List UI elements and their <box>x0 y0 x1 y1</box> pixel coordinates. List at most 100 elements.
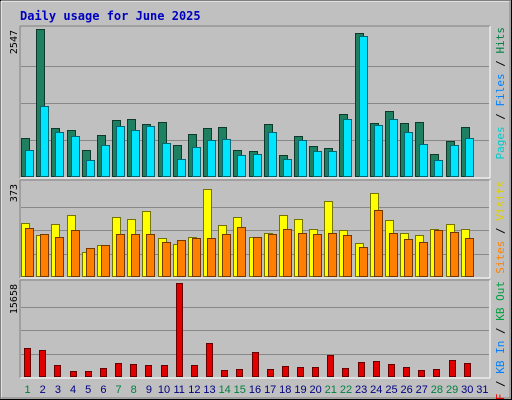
bar-kbytes-day-18 <box>282 366 289 377</box>
bar-sites-day-11 <box>177 240 186 277</box>
bar-kbytes-day-13 <box>206 343 213 377</box>
bar-kbytes-day-19 <box>297 367 304 377</box>
legend-entry: KB F <box>494 394 507 400</box>
legend-entry: KB Out <box>494 281 507 327</box>
y-max-label-middle: 373 <box>9 184 20 202</box>
x-tick-label-day-23: 23 <box>355 384 367 396</box>
bar-kbytes-day-14 <box>221 370 228 377</box>
bar-files-day-18 <box>283 159 292 177</box>
legend-entry: Pages <box>494 126 507 159</box>
bar-sites-day-13 <box>207 238 216 277</box>
bar-sites-day-16 <box>253 237 262 277</box>
legend-entry: KB In <box>494 341 507 381</box>
bar-kbytes-day-29 <box>449 360 456 377</box>
bar-kbytes-day-25 <box>388 364 395 377</box>
bar-sites-day-29 <box>450 232 459 277</box>
bar-files-day-29 <box>450 145 459 177</box>
bar-kbytes-day-15 <box>236 369 243 377</box>
legend-bottom: KB F / KB In / KB Out <box>494 281 507 400</box>
panel-bottom: 15658 KB F / KB In / KB Out <box>9 279 507 400</box>
x-tick-label-day-9: 9 <box>146 384 152 396</box>
x-tick-label-day-30: 30 <box>461 384 473 396</box>
bar-sites-day-1 <box>25 228 34 277</box>
bar-sites-day-12 <box>192 238 201 277</box>
bar-sites-day-18 <box>283 229 292 277</box>
y-max-label-top: 2547 <box>9 30 20 54</box>
x-tick-label-day-2: 2 <box>40 384 46 396</box>
x-tick-label-day-13: 13 <box>203 384 215 396</box>
bar-files-day-3 <box>55 132 64 177</box>
bar-files-day-26 <box>404 132 413 177</box>
x-tick-label-day-26: 26 <box>400 384 412 396</box>
bar-files-day-20 <box>313 151 322 177</box>
legend-entry: / <box>494 327 507 340</box>
bar-kbytes-day-23 <box>358 362 365 377</box>
bar-files-day-27 <box>419 144 428 177</box>
x-tick-label-day-5: 5 <box>85 384 91 396</box>
x-tick-label-day-3: 3 <box>55 384 61 396</box>
legend-top: Pages / Files / Hits <box>494 27 507 160</box>
bar-sites-day-28 <box>434 230 443 277</box>
bar-sites-day-5 <box>86 248 95 277</box>
bar-files-day-21 <box>328 151 337 177</box>
bar-files-day-13 <box>207 140 216 177</box>
x-tick-label-day-18: 18 <box>279 384 291 396</box>
legend-entry: Hits <box>494 27 507 60</box>
legend-entry: Files <box>494 73 507 113</box>
bar-sites-day-30 <box>465 238 474 277</box>
bar-files-day-4 <box>71 136 80 177</box>
y-max-label-bottom: 15658 <box>9 284 20 314</box>
bar-files-day-22 <box>343 119 352 177</box>
x-tick-label-day-24: 24 <box>370 384 382 396</box>
bar-kbytes-day-9 <box>145 365 152 377</box>
bar-files-day-1 <box>25 150 34 177</box>
bar-kbytes-day-26 <box>403 367 410 377</box>
bar-sites-day-21 <box>328 233 337 277</box>
x-tick-label-day-21: 21 <box>325 384 337 396</box>
bar-kbytes-day-4 <box>70 371 77 377</box>
bar-kbytes-day-7 <box>115 363 122 377</box>
x-tick-label-day-19: 19 <box>294 384 306 396</box>
bar-kbytes-day-22 <box>342 368 349 377</box>
bar-kbytes-day-20 <box>312 367 319 377</box>
bar-kbytes-day-3 <box>54 365 61 377</box>
x-tick-label-day-14: 14 <box>219 384 231 396</box>
bar-sites-day-14 <box>222 234 231 277</box>
x-tick-label-day-20: 20 <box>309 384 321 396</box>
bar-files-day-16 <box>253 154 262 177</box>
legend-entry: / <box>494 380 507 393</box>
x-tick-label-day-31: 31 <box>476 384 488 396</box>
bar-files-day-24 <box>374 125 383 177</box>
bar-files-day-5 <box>86 160 95 177</box>
bar-files-day-6 <box>101 145 110 177</box>
bar-sites-day-8 <box>131 234 140 277</box>
bar-sites-day-25 <box>389 233 398 277</box>
x-tick-label-day-12: 12 <box>188 384 200 396</box>
bar-sites-day-26 <box>404 239 413 277</box>
panel-middle: 373 Sites / Visits <box>9 179 507 279</box>
bar-files-day-7 <box>116 126 125 177</box>
bar-kbytes-day-28 <box>433 369 440 377</box>
bar-sites-day-22 <box>343 235 352 277</box>
x-tick-label-day-10: 10 <box>158 384 170 396</box>
panel-top: 2547 Pages / Files / Hits <box>9 25 507 179</box>
bar-files-day-11 <box>177 159 186 177</box>
bar-kbytes-day-12 <box>191 365 198 377</box>
bar-kbytes-day-2 <box>39 350 46 377</box>
bar-kbytes-day-8 <box>130 364 137 377</box>
bar-sites-day-27 <box>419 242 428 277</box>
bar-files-day-23 <box>359 36 368 177</box>
legend-entry: / <box>494 60 507 73</box>
legend-entry: / <box>494 113 507 126</box>
bar-kbytes-day-16 <box>252 352 259 377</box>
bar-sites-day-23 <box>359 247 368 277</box>
bar-kbytes-day-10 <box>161 365 168 377</box>
bar-sites-day-17 <box>268 234 277 277</box>
bar-files-day-8 <box>131 130 140 177</box>
bar-files-day-25 <box>389 119 398 177</box>
x-tick-label-day-16: 16 <box>249 384 261 396</box>
bar-kbytes-day-5 <box>85 371 92 377</box>
